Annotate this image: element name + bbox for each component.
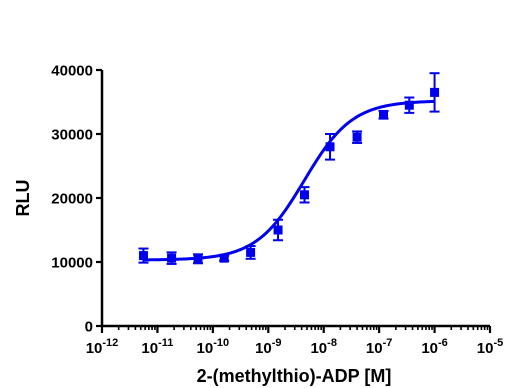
data-point [246, 247, 256, 257]
x-tick-label: 10-11 [141, 337, 173, 357]
data-point [299, 190, 309, 200]
data-point [219, 253, 229, 263]
y-tick-label: 20000 [51, 191, 93, 208]
data-point [352, 132, 362, 142]
x-tick-label: 10-7 [366, 337, 392, 357]
data-point [379, 110, 389, 120]
y-tick-label: 10000 [51, 255, 93, 272]
fit-curve-layer [143, 99, 435, 262]
x-tick-label: 10-12 [86, 337, 119, 357]
data-point [193, 254, 203, 264]
x-axis-title: 2-(methylthio)-ADP [M] [197, 366, 392, 386]
x-tick-label: 10-9 [255, 337, 281, 357]
data-point [167, 253, 177, 263]
x-tick-label: 10-6 [421, 337, 447, 357]
data-point [325, 142, 335, 152]
y-tick-label: 30000 [51, 127, 93, 144]
data-point [430, 87, 440, 97]
fit-curve [143, 99, 435, 262]
data-point [138, 251, 148, 261]
x-ticks: 10-12 10-11 10-10 10-9 10-8 10-7 10-6 10-5 [86, 326, 503, 357]
data-points-layer [138, 72, 440, 265]
y-axis-title: RLU [13, 180, 33, 217]
x-tick-label: 10-8 [310, 337, 336, 357]
x-tick-label: 10-5 [477, 337, 503, 357]
x-minor-ticks [117, 326, 489, 330]
x-tick-label: 10-10 [197, 337, 230, 357]
data-point [273, 225, 283, 235]
y-tick-label: 0 [85, 319, 93, 336]
y-tick-label: 40000 [51, 63, 93, 80]
y-ticks: 0 10000 20000 30000 40000 [51, 63, 102, 336]
data-point [404, 100, 414, 110]
